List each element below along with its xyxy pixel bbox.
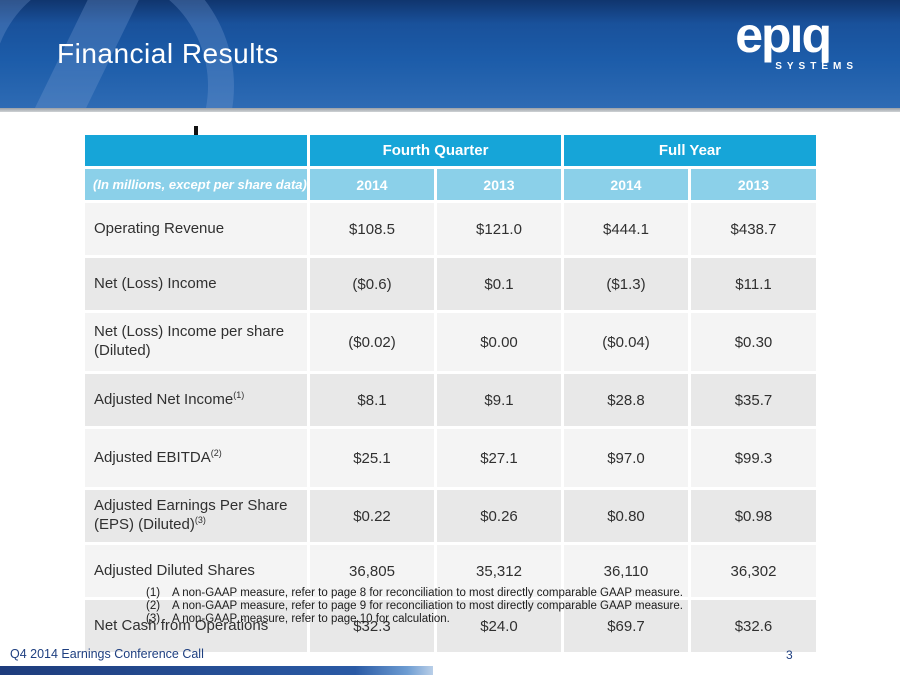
year-header-q4-2014: 2014	[310, 169, 434, 200]
footnote-3: (3) A non-GAAP measure, refer to page 10…	[146, 613, 683, 626]
row-value: $121.0	[437, 203, 561, 255]
footnote-number: (3)	[146, 613, 161, 625]
row-value: $24.0	[437, 600, 561, 652]
row-label: Adjusted Diluted Shares	[85, 545, 307, 597]
row-label: Adjusted Earnings Per Share (EPS) (Dilut…	[85, 490, 307, 542]
row-value: ($1.3)	[564, 258, 688, 310]
group-header-full-year: Full Year	[564, 135, 816, 166]
year-header-fy-2013: 2013	[691, 169, 816, 200]
footer-accent-bar	[0, 666, 433, 675]
row-value: $69.7	[564, 600, 688, 652]
table-row: Adjusted Diluted Shares 36,805 35,312 36…	[85, 545, 818, 597]
table-row: Operating Revenue $108.5 $121.0 $444.1 $…	[85, 203, 818, 255]
row-value: $97.0	[564, 429, 688, 487]
footnote-text: A non-GAAP measure, refer to page 9 for …	[172, 600, 683, 612]
group-header-blank-cell	[85, 135, 307, 166]
table-row: Net (Loss) Income per share (Diluted) ($…	[85, 313, 818, 371]
footnote-number: (2)	[146, 600, 161, 612]
row-value: $444.1	[564, 203, 688, 255]
row-value: 36,302	[691, 545, 816, 597]
row-value: $11.1	[691, 258, 816, 310]
row-label: Adjusted EBITDA(2)	[85, 429, 307, 487]
row-value: $32.6	[691, 600, 816, 652]
row-value: $25.1	[310, 429, 434, 487]
footnote-text: A non-GAAP measure, refer to page 8 for …	[172, 587, 683, 599]
financial-results-table: Fourth Quarter Full Year (In millions, e…	[85, 135, 818, 655]
table-row: Net (Loss) Income ($0.6) $0.1 ($1.3) $11…	[85, 258, 818, 310]
row-value: ($0.6)	[310, 258, 434, 310]
footnote-text: A non-GAAP measure, refer to page 10 for…	[172, 613, 450, 625]
row-value: $8.1	[310, 374, 434, 426]
table-group-header-row: Fourth Quarter Full Year	[85, 135, 818, 166]
row-value: $438.7	[691, 203, 816, 255]
epiq-logo-subtitle: SYSTEMS	[775, 61, 858, 72]
row-value: 36,110	[564, 545, 688, 597]
row-value: $0.30	[691, 313, 816, 371]
year-header-fy-2014: 2014	[564, 169, 688, 200]
year-header-q4-2013: 2013	[437, 169, 561, 200]
footnotes: (1) A non-GAAP measure, refer to page 8 …	[146, 587, 683, 626]
row-value: $0.00	[437, 313, 561, 371]
row-label: Net (Loss) Income	[85, 258, 307, 310]
page-number: 3	[786, 648, 793, 662]
row-value: $0.80	[564, 490, 688, 542]
row-value: $35.7	[691, 374, 816, 426]
row-value: $28.8	[564, 374, 688, 426]
row-value: $0.1	[437, 258, 561, 310]
title-banner: Financial Results epıq SYSTEMS	[0, 0, 900, 108]
row-value: $0.26	[437, 490, 561, 542]
row-label: Net (Loss) Income per share (Diluted)	[85, 313, 307, 371]
footnote-1: (1) A non-GAAP measure, refer to page 8 …	[146, 587, 683, 600]
row-label: Operating Revenue	[85, 203, 307, 255]
row-value: 36,805	[310, 545, 434, 597]
table-row: Net Cash from Operations $32.3 $24.0 $69…	[85, 600, 818, 652]
row-value: ($0.04)	[564, 313, 688, 371]
table-row: Adjusted Net Income(1) $8.1 $9.1 $28.8 $…	[85, 374, 818, 426]
row-value: $27.1	[437, 429, 561, 487]
footnote-number: (1)	[146, 587, 161, 599]
row-value: 35,312	[437, 545, 561, 597]
row-label: Adjusted Net Income(1)	[85, 374, 307, 426]
group-header-fourth-quarter: Fourth Quarter	[310, 135, 561, 166]
table-year-header-row: (In millions, except per share data) 201…	[85, 169, 818, 200]
row-value: $0.98	[691, 490, 816, 542]
epiq-logo-brand: epıq	[735, 7, 832, 63]
banner-underline	[0, 108, 900, 112]
table-row: Adjusted EBITDA(2) $25.1 $27.1 $97.0 $99…	[85, 429, 818, 487]
row-value: $108.5	[310, 203, 434, 255]
row-value: $32.3	[310, 600, 434, 652]
footer-presentation-title: Q4 2014 Earnings Conference Call	[10, 647, 204, 661]
footnote-2: (2) A non-GAAP measure, refer to page 9 …	[146, 600, 683, 613]
row-label: Net Cash from Operations	[85, 600, 307, 652]
row-value: ($0.02)	[310, 313, 434, 371]
page-title: Financial Results	[57, 38, 279, 69]
row-value: $99.3	[691, 429, 816, 487]
row-value: $9.1	[437, 374, 561, 426]
row-value: $0.22	[310, 490, 434, 542]
units-note-cell: (In millions, except per share data)	[85, 169, 307, 200]
table-row: Adjusted Earnings Per Share (EPS) (Dilut…	[85, 490, 818, 542]
epiq-logo: epıq SYSTEMS	[735, 10, 858, 72]
